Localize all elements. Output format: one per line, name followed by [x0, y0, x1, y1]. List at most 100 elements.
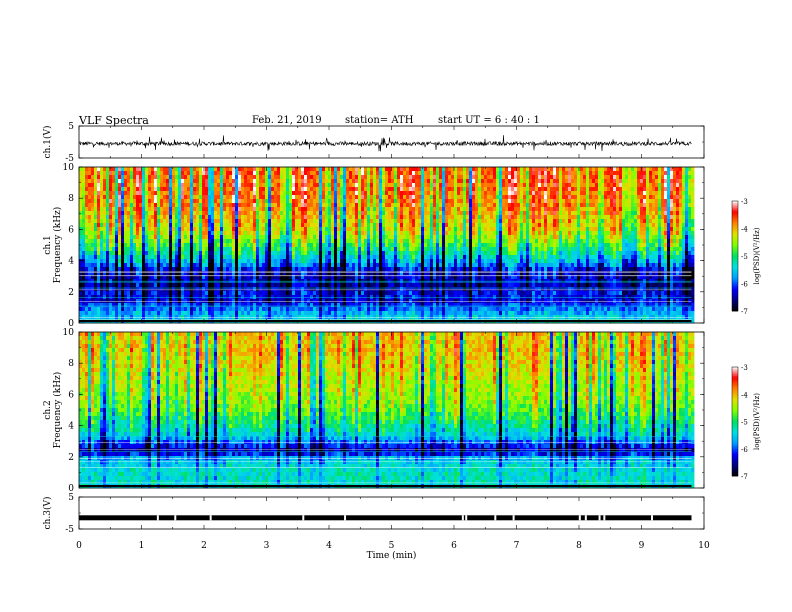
- sp1-cell: [283, 283, 287, 288]
- sp1-cell: [256, 187, 260, 192]
- sp1-cell: [148, 303, 152, 308]
- sp1-cell: [307, 239, 311, 244]
- sp1-cell: [316, 175, 320, 180]
- sp1-cell: [397, 187, 401, 192]
- sp1-cell: [382, 251, 386, 256]
- sp1-cell: [415, 167, 419, 172]
- sp1-cell: [91, 195, 95, 200]
- sp1-cell: [370, 199, 374, 204]
- sp1-cell: [280, 315, 284, 320]
- sp1-cell: [133, 275, 137, 280]
- sp1-cell: [370, 203, 374, 208]
- sp1-cell: [256, 171, 260, 176]
- sp1-cell: [397, 311, 401, 316]
- sp1-cell: [298, 267, 302, 272]
- sp1-cell: [364, 167, 368, 172]
- sp1-cell: [403, 283, 407, 288]
- sp1-cell: [160, 215, 164, 220]
- sp1-cell: [325, 271, 329, 276]
- sp1-cell: [97, 283, 101, 288]
- sp1-cell: [139, 171, 143, 176]
- sp1-cell: [190, 251, 194, 256]
- sp1-cell: [193, 263, 197, 268]
- sp1-column: [286, 167, 290, 324]
- sp1-cell: [136, 191, 140, 196]
- sp1-cell: [337, 251, 341, 256]
- sp1-cell: [94, 251, 98, 256]
- sp1-cell: [211, 283, 215, 288]
- sp1-cell: [220, 223, 224, 228]
- sp1-cell: [187, 231, 191, 236]
- sp1-cell: [319, 211, 323, 216]
- sp1-cell: [352, 211, 356, 216]
- sp1-cell: [226, 227, 230, 232]
- sp1-column: [370, 167, 374, 324]
- sp1-cell: [400, 183, 404, 188]
- sp1-cell: [397, 183, 401, 188]
- sp1-cell: [367, 183, 371, 188]
- sp1-cell: [307, 199, 311, 204]
- sp1-cell: [259, 283, 263, 288]
- sp1-cell: [238, 291, 242, 296]
- sp1-cell: [265, 299, 269, 304]
- sp1-cell: [214, 207, 218, 212]
- sp1-cell: [358, 207, 362, 212]
- sp1-cell: [133, 251, 137, 256]
- sp1-cell: [301, 199, 305, 204]
- sp1-cell: [445, 195, 449, 200]
- sp1-cell: [280, 287, 284, 292]
- sp1-cell: [367, 307, 371, 312]
- sp1-cell: [241, 283, 245, 288]
- sp1-cell: [430, 203, 434, 208]
- sp1-cell: [265, 267, 269, 272]
- sp1-cell: [226, 195, 230, 200]
- sp1-cell: [331, 251, 335, 256]
- sp1-cell: [112, 271, 116, 276]
- sp1-cell: [352, 191, 356, 196]
- sp1-cell: [163, 303, 167, 308]
- sp1-cell: [217, 243, 221, 248]
- sp1-cell: [394, 203, 398, 208]
- sp1-cell: [214, 183, 218, 188]
- sp1-cell: [298, 207, 302, 212]
- sp1-cell: [142, 227, 146, 232]
- sp1-cell: [271, 191, 275, 196]
- sp1-cell: [367, 195, 371, 200]
- sp1-cell: [340, 175, 344, 180]
- sp1-cell: [313, 183, 317, 188]
- sp1-cell: [310, 307, 314, 312]
- sp1-cell: [355, 227, 359, 232]
- sp1-cell: [400, 239, 404, 244]
- sp1-cell: [259, 311, 263, 316]
- sp1-cell: [88, 263, 92, 268]
- sp1-cell: [415, 175, 419, 180]
- sp1-cell: [241, 259, 245, 264]
- sp1-cell: [205, 275, 209, 280]
- sp1-cell: [286, 255, 290, 260]
- sp1-cell: [334, 255, 338, 260]
- sp1-cell: [79, 231, 83, 236]
- sp1-cell: [169, 299, 173, 304]
- sp1-cell: [256, 191, 260, 196]
- sp1-cell: [316, 179, 320, 184]
- sp1-cell: [271, 283, 275, 288]
- sp1-cell: [337, 243, 341, 248]
- sp1-column: [412, 167, 416, 324]
- sp1-cell: [169, 207, 173, 212]
- sp1-cell: [340, 267, 344, 272]
- sp1-column: [121, 167, 125, 324]
- sp1-cell: [244, 203, 248, 208]
- sp1-cell: [388, 191, 392, 196]
- sp1-cell: [223, 171, 227, 176]
- sp1-cell: [259, 203, 263, 208]
- sp1-cell: [379, 299, 383, 304]
- sp1-cell: [193, 231, 197, 236]
- sp1-column: [349, 167, 353, 324]
- sp1-cell: [133, 263, 137, 268]
- sp1-cell: [175, 219, 179, 224]
- sp1-cell: [202, 235, 206, 240]
- sp1-cell: [160, 315, 164, 320]
- sp1-cell: [445, 219, 449, 224]
- sp1-cell: [385, 203, 389, 208]
- sp1-cell: [325, 179, 329, 184]
